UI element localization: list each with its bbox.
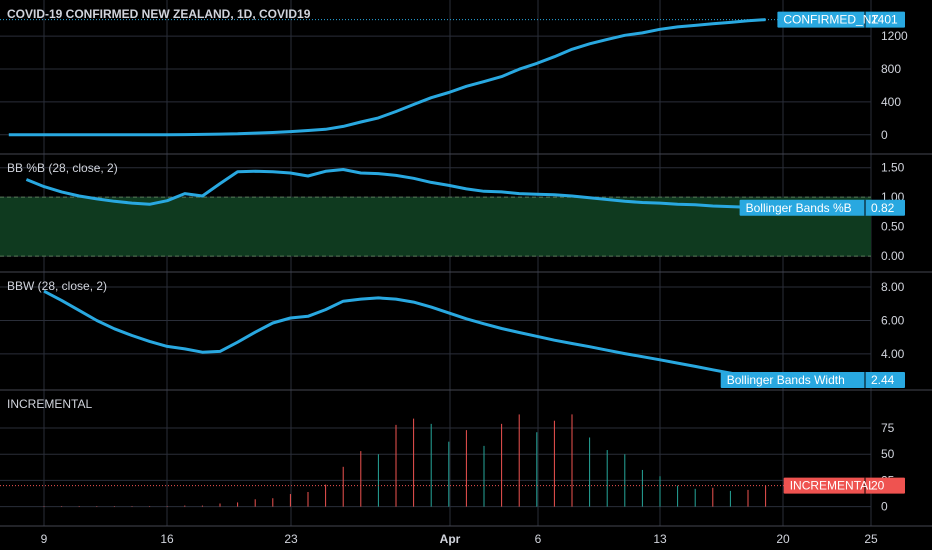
pane-title: BB %B (28, close, 2) [7, 161, 118, 175]
y-tick-label: 0 [881, 128, 888, 142]
last-value-badge [739, 199, 905, 216]
x-tick-label: 6 [535, 532, 542, 546]
y-tick-label: 400 [881, 95, 901, 109]
y-tick-label: 1.50 [881, 161, 905, 175]
last-value-series-name: Bollinger Bands %B [746, 201, 852, 215]
last-value-series-name: CONFIRMED_NZ [783, 13, 878, 27]
y-tick-label: 0.50 [881, 220, 905, 234]
y-tick-label: 75 [881, 421, 895, 435]
x-tick-label: 20 [776, 532, 790, 546]
x-tick-label: 9 [41, 532, 48, 546]
y-tick-label: 4.00 [881, 347, 905, 361]
x-tick-label: 16 [160, 532, 174, 546]
x-tick-label: 23 [284, 532, 298, 546]
last-value-number: 1401 [871, 13, 898, 27]
last-value-series-name: INCREMENTAL [790, 479, 875, 493]
x-tick-label: 25 [864, 532, 878, 546]
y-tick-label: 0.00 [881, 249, 905, 263]
x-tick-label: 13 [653, 532, 667, 546]
y-tick-label: 6.00 [881, 313, 905, 327]
series-line-2 [43, 289, 766, 382]
y-tick-label: 800 [881, 62, 901, 76]
y-tick-label: 8.00 [881, 280, 905, 294]
x-tick-label: Apr [440, 532, 461, 546]
pane-title: COVID-19 CONFIRMED NEW ZEALAND, 1D, COVI… [7, 7, 311, 21]
last-value-badge [720, 371, 905, 388]
y-tick-label: 0 [881, 500, 888, 514]
series-line-0 [8, 18, 766, 137]
y-tick-label: 50 [881, 447, 895, 461]
last-value-series-name: Bollinger Bands Width [727, 373, 845, 387]
pane-title: BBW (28, close, 2) [7, 279, 107, 293]
last-value-number: 2.44 [871, 373, 895, 387]
series-line-1 [25, 168, 766, 210]
last-value-number: 0.82 [871, 201, 895, 215]
last-value-badge [777, 11, 905, 28]
last-value-number: 20 [871, 479, 885, 493]
y-tick-label: 1200 [881, 29, 908, 43]
pane-title: INCREMENTAL [7, 397, 92, 411]
last-value-badge [783, 477, 905, 494]
